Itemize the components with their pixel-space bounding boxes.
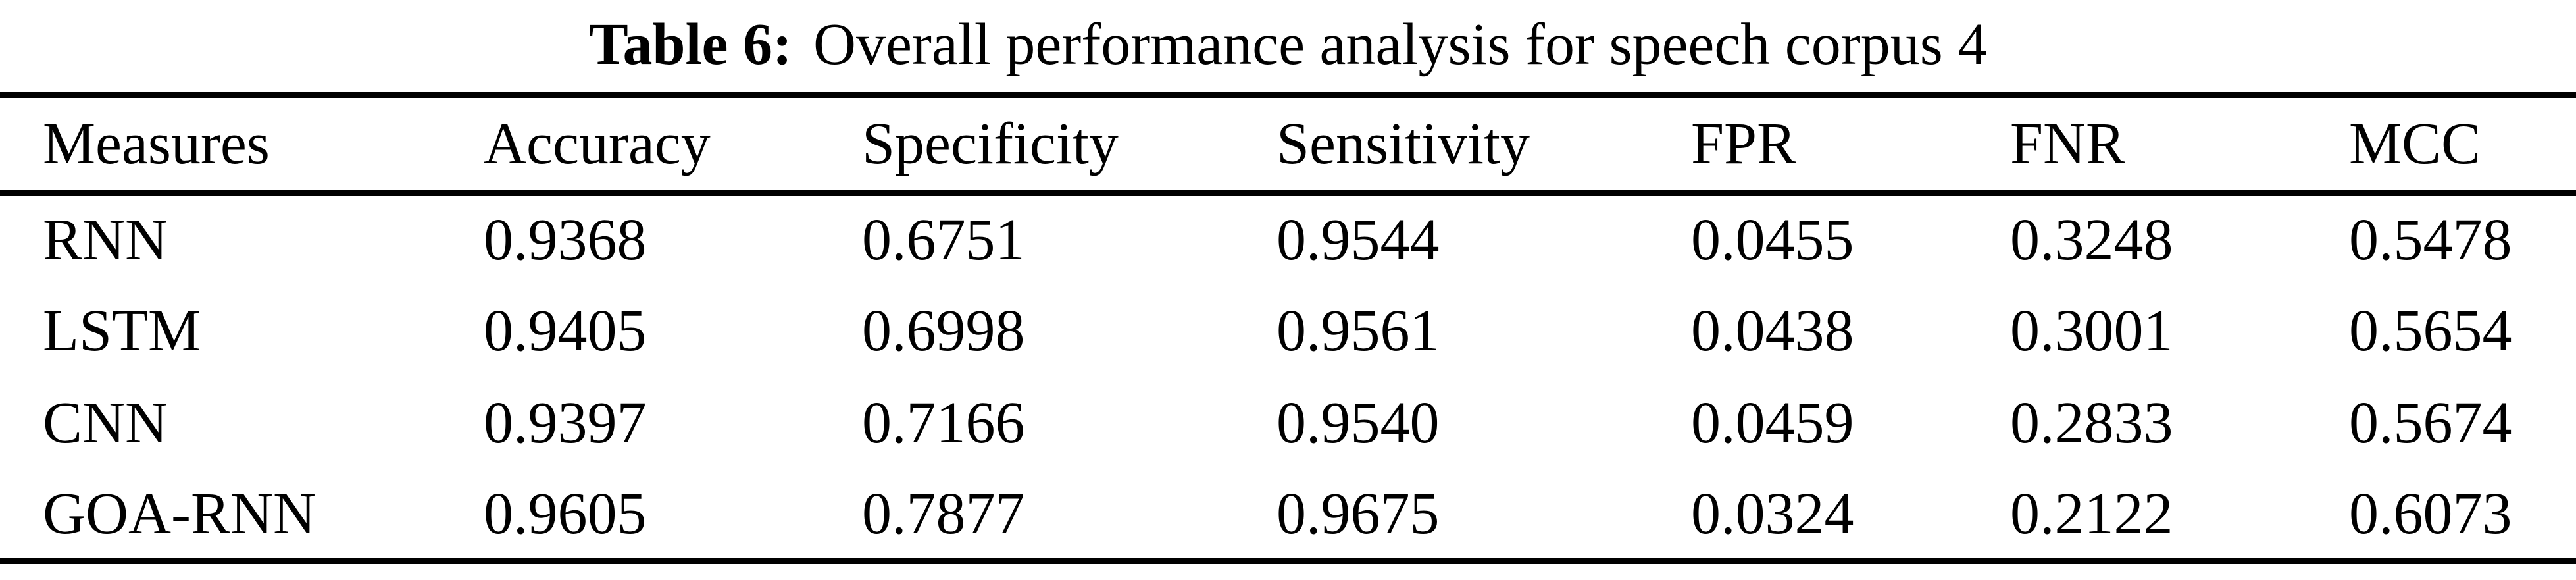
table-row-rnn: RNN 0.9368 0.6751 0.9544 0.0455 0.3248 0… (0, 193, 2576, 285)
table-cell: 0.9675 (1276, 481, 1440, 546)
table-row-lstm: LSTM 0.9405 0.6998 0.9561 0.0438 0.3001 … (0, 285, 2576, 377)
table-cell: 0.5674 (2349, 390, 2512, 456)
table-cell: 0.0459 (1691, 390, 1854, 456)
table-row-cnn: CNN 0.9397 0.7166 0.9540 0.0459 0.2833 0… (0, 377, 2576, 469)
table-caption-label: Table 6: (588, 11, 792, 77)
table-cell: 0.7166 (862, 390, 1025, 456)
column-header-sensitivity: Sensitivity (1276, 111, 1530, 177)
row-label-lstm: LSTM (43, 298, 201, 363)
table-cell: 0.3001 (2010, 298, 2173, 363)
table-cell: 0.0438 (1691, 298, 1854, 363)
table-cell: 0.5654 (2349, 298, 2512, 363)
table-cell: 0.0324 (1691, 481, 1854, 546)
table-cell: 0.2833 (2010, 390, 2173, 456)
table-cell: 0.9544 (1276, 207, 1440, 273)
table-cell: 0.6073 (2349, 481, 2512, 546)
table-cell: 0.7877 (862, 481, 1025, 546)
table-cell: 0.6751 (862, 207, 1025, 273)
performance-table: Measures Accuracy Specificity Sensitivit… (0, 92, 2576, 564)
table-caption-text: Overall performance analysis for speech … (813, 11, 1988, 77)
column-header-fpr: FPR (1691, 111, 1797, 177)
table-cell: 0.3248 (2010, 207, 2173, 273)
table-cell: 0.0455 (1691, 207, 1854, 273)
column-header-accuracy: Accuracy (484, 111, 711, 177)
table-cell: 0.5478 (2349, 207, 2512, 273)
table-cell: 0.9405 (484, 298, 647, 363)
table-cell: 0.9368 (484, 207, 647, 273)
row-label-rnn: RNN (43, 207, 168, 273)
table-cell: 0.9561 (1276, 298, 1440, 363)
header-row: Measures Accuracy Specificity Sensitivit… (0, 95, 2576, 193)
column-header-measures: Measures (43, 111, 270, 177)
table-cell: 0.6998 (862, 298, 1025, 363)
row-label-goa-rnn: GOA-RNN (43, 481, 316, 546)
table-caption: Table 6: Overall performance analysis fo… (0, 0, 2576, 89)
table-cell: 0.9540 (1276, 390, 1440, 456)
column-header-mcc: MCC (2349, 111, 2481, 177)
table-cell: 0.2122 (2010, 481, 2173, 546)
row-label-cnn: CNN (43, 390, 168, 456)
column-header-specificity: Specificity (862, 111, 1119, 177)
column-header-fnr: FNR (2010, 111, 2126, 177)
table-cell: 0.9397 (484, 390, 647, 456)
table-cell: 0.9605 (484, 481, 647, 546)
table-row-goa-rnn: GOA-RNN 0.9605 0.7877 0.9675 0.0324 0.21… (0, 469, 2576, 562)
